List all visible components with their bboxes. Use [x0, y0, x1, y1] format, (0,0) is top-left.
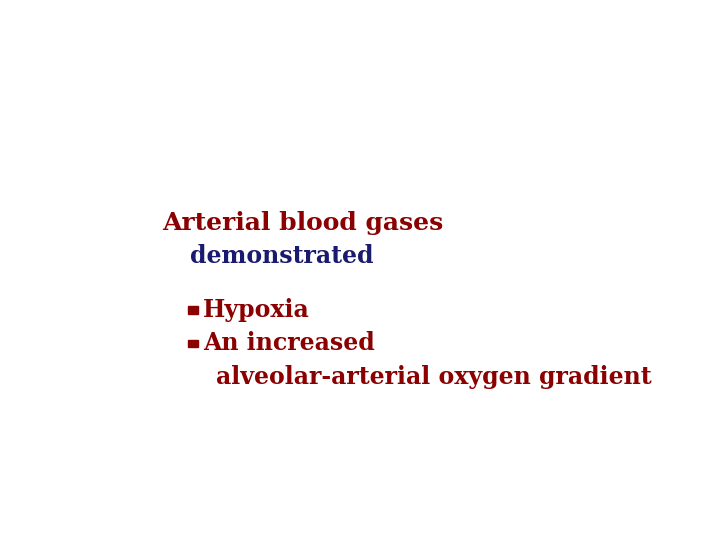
Text: Hypoxia: Hypoxia — [203, 298, 310, 322]
FancyBboxPatch shape — [188, 306, 198, 314]
Text: alveolar-arterial oxygen gradient: alveolar-arterial oxygen gradient — [215, 364, 651, 389]
Text: Arterial blood gases: Arterial blood gases — [163, 211, 444, 235]
FancyBboxPatch shape — [188, 340, 198, 347]
Text: demonstrated: demonstrated — [190, 244, 374, 268]
Text: An increased: An increased — [203, 332, 375, 355]
